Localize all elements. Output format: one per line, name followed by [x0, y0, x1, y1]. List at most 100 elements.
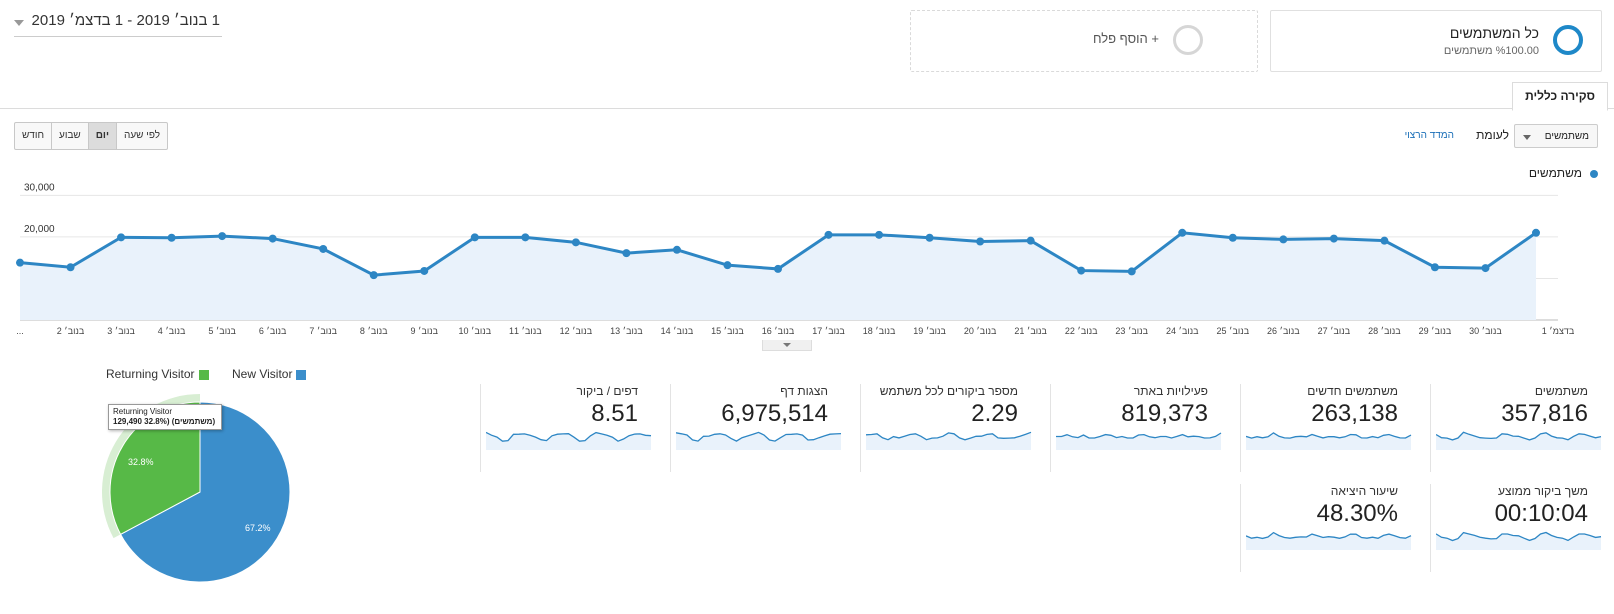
x-tick-label: בנוב׳ 19 — [913, 326, 946, 336]
x-tick-label: בנוב׳ 11 — [509, 326, 542, 336]
scorecard[interactable]: משתמשים חדשים 263,138 — [1240, 384, 1412, 472]
pie-legend-returning-label: Returning Visitor — [106, 367, 195, 381]
card-divider — [1240, 484, 1241, 572]
sparkline — [1436, 531, 1602, 550]
sparkline-line — [1246, 432, 1412, 439]
scorecard-title: פעילויות באתר — [1133, 384, 1208, 398]
sparkline-line — [1436, 431, 1602, 441]
granularity-button[interactable]: שבוע — [51, 123, 88, 149]
add-segment-button[interactable]: + הוסף פלח — [910, 10, 1258, 72]
scorecard[interactable]: הצגות דף 6,975,514 — [670, 384, 842, 472]
x-tick-label: בנוב׳ 3 — [107, 326, 135, 336]
x-tick-label: בנוב׳ 15 — [711, 326, 744, 336]
scorecard[interactable]: שיעור היציאה 48.30% — [1240, 484, 1412, 572]
scorecard-value: 6,975,514 — [721, 400, 828, 427]
pie-legend-returning: Returning Visitor — [106, 367, 213, 381]
sparkline — [1436, 431, 1602, 450]
scorecard-value: 357,816 — [1501, 400, 1588, 427]
sparkline-area — [866, 432, 1031, 450]
sparkline-area — [1436, 432, 1601, 450]
granularity-button[interactable]: לפי שעה — [115, 123, 167, 149]
granularity-button[interactable]: יום — [87, 123, 116, 149]
scorecard-value: 2.29 — [971, 400, 1018, 427]
x-tick-label: בנוב׳ 5 — [208, 326, 236, 336]
metric-select[interactable]: משתמשים — [1514, 124, 1598, 148]
segment-subtitle: %100.00 משתמשים — [1443, 45, 1539, 57]
pie-legend-new-label: New Visitor — [232, 367, 293, 381]
scorecard[interactable]: משך ביקור ממוצע 00:10:04 — [1430, 484, 1602, 572]
x-tick-label: בנוב׳ 27 — [1318, 326, 1351, 336]
sparkline — [1246, 432, 1412, 450]
card-divider — [1050, 384, 1051, 472]
scorecard-value: 00:10:04 — [1494, 500, 1588, 527]
legend-label: משתמשים — [1528, 166, 1582, 180]
x-tick-label: בנוב׳ 28 — [1368, 326, 1401, 336]
data-point — [1481, 264, 1490, 273]
card-divider — [1430, 384, 1431, 472]
sparkline — [1056, 432, 1222, 450]
data-point — [16, 258, 24, 267]
card-divider — [480, 384, 481, 472]
sparkline-line — [676, 431, 842, 442]
data-point — [420, 266, 429, 275]
x-tick-label: בנוב׳ 23 — [1115, 326, 1148, 336]
x-tick-label: בנוב׳ 8 — [360, 326, 388, 336]
select-metric-link[interactable]: המדד הרצוי — [1404, 130, 1454, 141]
card-divider — [670, 384, 671, 472]
data-point — [470, 233, 479, 242]
segment-all-users[interactable]: כל המשתמשים %100.00 משתמשים — [1270, 10, 1602, 72]
x-tick-label: בנוב׳ 7 — [309, 326, 337, 336]
sparkline — [866, 431, 1032, 450]
x-tick-label: ... — [16, 326, 24, 336]
data-point — [218, 232, 227, 241]
data-point — [824, 230, 833, 239]
x-tick-label: בדצמ׳ 1 — [1542, 326, 1575, 336]
tab-overview[interactable]: סקירה כללית — [1512, 82, 1608, 111]
scorecard-value: 819,373 — [1121, 400, 1208, 427]
data-point — [117, 233, 126, 242]
x-tick-label: בנוב׳ 10 — [459, 326, 492, 336]
scorecard-title: הצגות דף — [780, 384, 828, 398]
x-tick-label: בנוב׳ 12 — [560, 326, 593, 336]
chevron-down-icon — [14, 20, 24, 26]
data-point — [1532, 228, 1540, 237]
collapse-chart-button[interactable] — [762, 340, 812, 351]
sparkline-line — [1056, 432, 1222, 439]
y-tick-label: 30,000 — [24, 182, 55, 193]
metric-select-label: משתמשים — [1544, 131, 1589, 142]
x-tick-label: בנוב׳ 26 — [1267, 326, 1300, 336]
data-point — [723, 261, 732, 270]
card-divider — [1430, 484, 1431, 572]
scorecard[interactable]: פעילויות באתר 819,373 — [1050, 384, 1222, 472]
sparkline-line — [866, 431, 1032, 441]
area-fill — [20, 232, 1536, 320]
scorecard-title: משך ביקור ממוצע — [1498, 484, 1588, 498]
legend-swatch-icon — [198, 369, 209, 380]
scorecard-title: מספר ביקורים לכל משתמש — [879, 384, 1018, 398]
x-tick-label: בנוב׳ 2 — [57, 326, 85, 336]
tooltip-line2: 129,490 32.8%) (משתמשים) — [113, 417, 216, 426]
x-tick-label: בנוב׳ 20 — [964, 326, 997, 336]
data-point — [167, 233, 176, 242]
card-divider — [1240, 384, 1241, 472]
legend-swatch-icon — [296, 369, 307, 380]
granularity-button[interactable]: חודש — [22, 130, 45, 141]
x-tick-label: בנוב׳ 25 — [1217, 326, 1250, 336]
date-range-label: 1 בנוב׳ 2019 - 1 בדצמ׳ 2019 — [31, 12, 220, 29]
scorecard[interactable]: דפים / ביקור 8.51 — [480, 384, 652, 472]
sparkline-area — [1246, 532, 1411, 550]
scorecard[interactable]: משתמשים 357,816 — [1430, 384, 1602, 472]
chevron-down-icon — [783, 343, 791, 347]
sparkline-line — [1246, 531, 1412, 540]
legend-dot-icon — [1590, 169, 1598, 178]
date-range-picker[interactable]: 1 בנוב׳ 2019 - 1 בדצמ׳ 2019 — [14, 12, 222, 37]
x-tick-label: בנוב׳ 4 — [158, 326, 186, 336]
sparkline — [1246, 531, 1412, 550]
x-tick-label: בנוב׳ 22 — [1065, 326, 1098, 336]
data-point — [925, 233, 934, 242]
sparkline-area — [1246, 432, 1411, 450]
data-point — [1329, 234, 1338, 243]
vs-label: לעומת — [1476, 128, 1509, 142]
pie-slice-new-visitor — [119, 401, 291, 583]
scorecard[interactable]: מספר ביקורים לכל משתמש 2.29 — [860, 384, 1032, 472]
